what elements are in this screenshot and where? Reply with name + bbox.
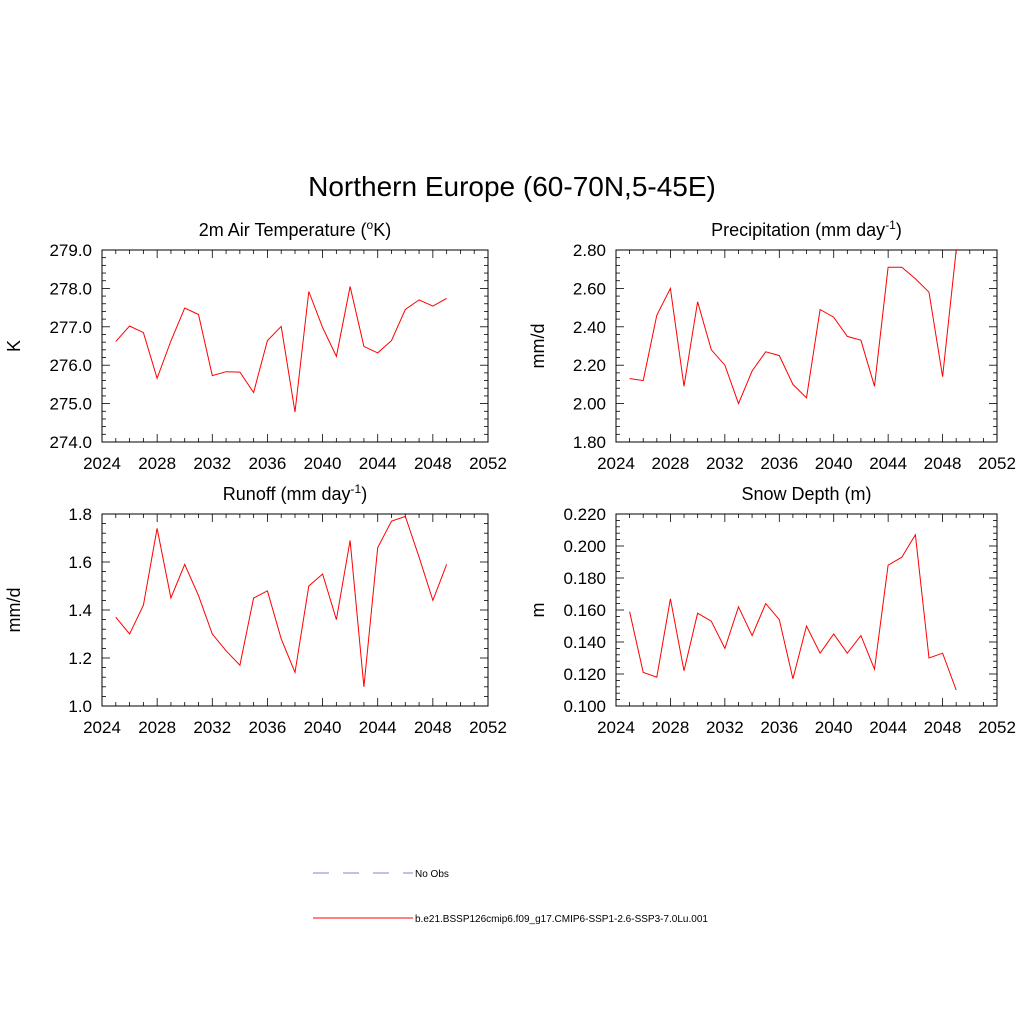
y-tick-label: 1.0 bbox=[68, 697, 92, 716]
y-axis-label: mm/d bbox=[4, 588, 24, 633]
series-line-air-temperature bbox=[115, 286, 447, 413]
x-tick-label: 2048 bbox=[924, 718, 962, 737]
panel-air-temperature: 2024 2028 2032 2036 2040 2044 2048 2052 274.0 275… bbox=[4, 218, 507, 473]
x-tick-label: 2024 bbox=[83, 454, 121, 473]
y-tick-label: 1.8 bbox=[68, 505, 92, 524]
x-tick-label: 2032 bbox=[193, 718, 231, 737]
legend-label-no-obs: No Obs bbox=[415, 869, 449, 880]
x-tick-label: 2024 bbox=[83, 718, 121, 737]
figure-title: Northern Europe (60-70N,5-45E) bbox=[308, 171, 716, 202]
panel-title: Snow Depth (m) bbox=[741, 484, 871, 504]
x-tick-label: 2048 bbox=[924, 454, 962, 473]
y-tick-label: 275.0 bbox=[49, 395, 92, 414]
legend: No Obs b.e21.BSSP126cmip6.f09_g17.CMIP6-… bbox=[313, 869, 708, 925]
y-axis-label: m bbox=[528, 603, 548, 618]
y-tick-label: 274.0 bbox=[49, 433, 92, 452]
x-tick-label: 2032 bbox=[706, 718, 744, 737]
x-tick-label: 2044 bbox=[869, 718, 907, 737]
y-tick-label: 0.140 bbox=[563, 633, 606, 652]
plot-frame bbox=[101, 249, 489, 443]
plot-frame bbox=[615, 513, 998, 707]
y-tick-label: 277.0 bbox=[49, 318, 92, 337]
panel-title: 2m Air Temperature (oK) bbox=[199, 218, 391, 240]
x-tick-label: 2040 bbox=[304, 718, 342, 737]
x-tick-label: 2040 bbox=[815, 718, 853, 737]
y-tick-label: 1.4 bbox=[68, 601, 92, 620]
x-tick-label: 2044 bbox=[359, 718, 397, 737]
x-tick-label: 2024 bbox=[597, 718, 635, 737]
panel-runoff: 2024 2028 2032 2036 2040 2044 2048 2052 1.0 1.2 1.… bbox=[4, 482, 507, 737]
x-tick-label: 2036 bbox=[249, 454, 287, 473]
plot-frame bbox=[615, 249, 998, 443]
y-tick-label: 279.0 bbox=[49, 241, 92, 260]
x-tick-label: 2048 bbox=[414, 454, 452, 473]
y-tick-label: 278.0 bbox=[49, 279, 92, 298]
chart-panels: 2024 2028 2032 2036 2040 2044 2048 2052 274.0 275… bbox=[4, 218, 1016, 737]
x-tick-label: 2028 bbox=[652, 718, 690, 737]
x-tick-label: 2036 bbox=[249, 718, 287, 737]
y-tick-label: 1.80 bbox=[573, 433, 606, 452]
y-tick-label: 2.20 bbox=[573, 356, 606, 375]
x-tick-label: 2028 bbox=[138, 454, 176, 473]
series-line-precipitation bbox=[629, 249, 957, 405]
y-tick-label: 2.60 bbox=[573, 279, 606, 298]
x-tick-label: 2052 bbox=[978, 718, 1016, 737]
panel-title: Runoff (mm day-1) bbox=[223, 482, 367, 504]
panel-title: Precipitation (mm day-1) bbox=[711, 218, 902, 240]
x-tick-label: 2036 bbox=[760, 718, 798, 737]
x-tick-label: 2028 bbox=[652, 454, 690, 473]
panel-precipitation: 2024 2028 2032 2036 2040 2044 2048 2052 1.80 2.00… bbox=[528, 218, 1016, 473]
y-tick-label: 0.100 bbox=[563, 697, 606, 716]
x-tick-label: 2032 bbox=[706, 454, 744, 473]
y-tick-label: 0.200 bbox=[563, 537, 606, 556]
y-tick-label: 0.220 bbox=[563, 505, 606, 524]
y-tick-label: 2.40 bbox=[573, 318, 606, 337]
y-tick-label: 0.180 bbox=[563, 569, 606, 588]
y-tick-label: 0.160 bbox=[563, 601, 606, 620]
x-tick-label: 2028 bbox=[138, 718, 176, 737]
x-tick-label: 2048 bbox=[414, 718, 452, 737]
y-axis-label: mm/d bbox=[528, 324, 548, 369]
y-tick-label: 2.00 bbox=[573, 395, 606, 414]
x-tick-label: 2052 bbox=[469, 718, 507, 737]
y-tick-label: 1.6 bbox=[68, 553, 92, 572]
y-axis-label: K bbox=[4, 340, 24, 352]
x-tick-label: 2052 bbox=[978, 454, 1016, 473]
panel-snow-depth: 2024 2028 2032 2036 2040 2044 2048 2052 0.100 0.1… bbox=[528, 484, 1016, 737]
x-tick-label: 2044 bbox=[359, 454, 397, 473]
x-tick-label: 2040 bbox=[815, 454, 853, 473]
series-line-runoff bbox=[115, 515, 448, 687]
y-tick-label: 1.2 bbox=[68, 649, 92, 668]
y-tick-label: 2.80 bbox=[573, 241, 606, 260]
x-tick-label: 2052 bbox=[469, 454, 507, 473]
x-tick-label: 2040 bbox=[304, 454, 342, 473]
x-tick-label: 2024 bbox=[597, 454, 635, 473]
y-tick-label: 276.0 bbox=[49, 356, 92, 375]
y-tick-label: 0.120 bbox=[563, 665, 606, 684]
legend-label-model: b.e21.BSSP126cmip6.f09_g17.CMIP6-SSP1-2.… bbox=[415, 914, 708, 925]
x-tick-label: 2044 bbox=[869, 454, 907, 473]
x-tick-label: 2032 bbox=[193, 454, 231, 473]
x-tick-label: 2036 bbox=[760, 454, 798, 473]
series-line-snow-depth bbox=[629, 533, 957, 691]
